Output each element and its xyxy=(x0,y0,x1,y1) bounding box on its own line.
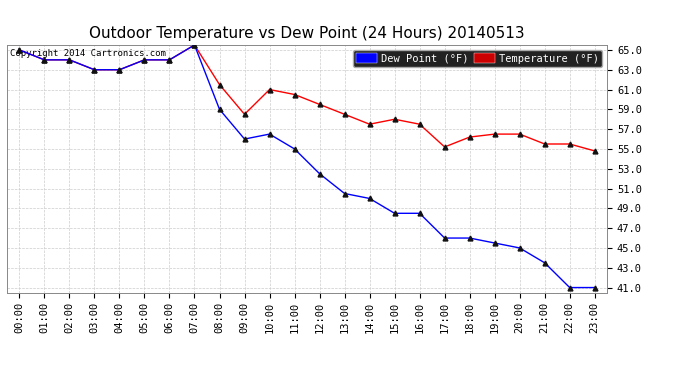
Text: Copyright 2014 Cartronics.com: Copyright 2014 Cartronics.com xyxy=(10,49,166,58)
Legend: Dew Point (°F), Temperature (°F): Dew Point (°F), Temperature (°F) xyxy=(353,50,602,67)
Title: Outdoor Temperature vs Dew Point (24 Hours) 20140513: Outdoor Temperature vs Dew Point (24 Hou… xyxy=(89,26,525,41)
